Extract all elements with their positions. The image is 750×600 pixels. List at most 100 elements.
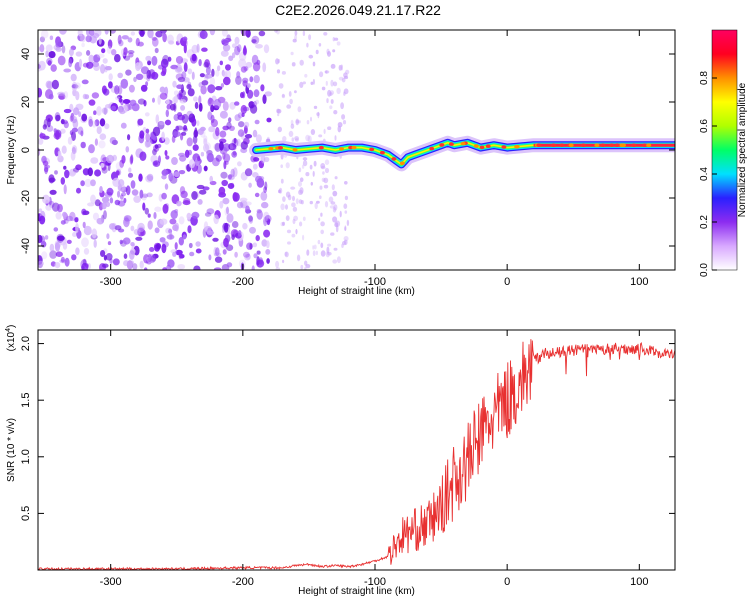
noise-blob — [207, 97, 214, 107]
noise-blob — [159, 92, 168, 100]
noise-blob — [39, 44, 45, 53]
noise-blob — [75, 223, 79, 233]
noise-blob — [295, 228, 298, 235]
signal-peak-blob — [580, 143, 586, 147]
noise-blob — [226, 121, 232, 130]
noise-blob — [75, 103, 84, 111]
noise-blob — [179, 99, 187, 104]
noise-blob — [111, 105, 117, 111]
signal-peak-blob — [351, 145, 357, 150]
noise-blob — [224, 222, 229, 233]
noise-blob — [38, 87, 43, 98]
noise-blob — [305, 264, 311, 269]
noise-blob — [118, 228, 125, 233]
noise-blob — [103, 210, 107, 220]
y-tick-label: 2.0 — [20, 336, 32, 351]
noise-blob — [234, 114, 241, 122]
noise-blob — [104, 65, 108, 73]
noise-blob — [199, 73, 205, 78]
noise-blob — [231, 221, 239, 228]
colorbar-tick-label: 0.0 — [699, 263, 710, 277]
noise-blob — [306, 249, 310, 256]
noise-blob — [182, 234, 187, 240]
noise-blob — [203, 61, 209, 68]
noise-blob — [302, 216, 306, 221]
y-axis-label: Frequency (Hz) — [6, 116, 17, 185]
noise-blob — [251, 39, 257, 44]
noise-blob — [177, 76, 186, 83]
noise-blob — [119, 159, 124, 168]
noise-blob — [182, 127, 188, 132]
noise-blob — [320, 242, 324, 249]
noise-blob — [280, 203, 285, 211]
noise-blob — [54, 242, 61, 252]
noise-blob — [139, 151, 147, 161]
noise-blob — [197, 155, 201, 162]
noise-blob — [240, 30, 249, 36]
noise-blob — [108, 73, 113, 81]
noise-blob — [161, 192, 167, 200]
noise-blob — [313, 105, 318, 109]
noise-blob — [188, 159, 196, 169]
noise-blob — [122, 237, 131, 245]
noise-blob — [176, 84, 184, 89]
noise-blob — [246, 83, 251, 88]
noise-blob — [295, 198, 299, 205]
noise-blob — [86, 50, 91, 56]
noise-blob — [162, 32, 167, 43]
noise-blob — [302, 30, 306, 36]
noise-blob — [317, 239, 321, 245]
noise-blob — [206, 152, 214, 163]
noise-blob — [99, 118, 106, 127]
noise-blob — [189, 251, 195, 257]
noise-blob — [135, 236, 143, 241]
signal-peak-blob — [391, 157, 397, 161]
noise-blob — [159, 86, 166, 93]
noise-blob — [179, 253, 185, 259]
signal-peak-blob — [614, 143, 620, 147]
noise-blob — [252, 242, 258, 248]
noise-blob — [299, 59, 304, 66]
noise-blob — [265, 249, 271, 255]
noise-blob — [125, 185, 131, 196]
noise-blob — [135, 37, 140, 47]
noise-blob — [88, 99, 96, 106]
noise-blob — [222, 44, 231, 52]
noise-blob — [83, 225, 92, 236]
noise-blob — [228, 174, 232, 180]
signal-peak-blob — [473, 144, 479, 148]
noise-blob — [324, 167, 330, 174]
x-tick-label: -100 — [364, 576, 386, 588]
noise-blob — [244, 254, 251, 261]
noise-blob — [130, 260, 135, 267]
noise-blob — [321, 86, 326, 91]
noise-blob — [104, 123, 110, 130]
noise-blob — [180, 132, 184, 141]
noise-blob — [318, 43, 322, 47]
noise-blob — [208, 84, 214, 94]
noise-blob — [68, 48, 74, 57]
noise-blob — [249, 76, 254, 83]
noise-blob — [302, 234, 305, 241]
noise-blob — [219, 141, 224, 151]
noise-blob — [38, 46, 41, 52]
noise-blob — [161, 169, 169, 176]
noise-blob — [169, 218, 177, 225]
noise-blob — [87, 167, 94, 177]
noise-blob — [147, 30, 154, 39]
noise-blob — [226, 213, 234, 223]
noise-blob — [203, 221, 209, 232]
noise-blob — [254, 119, 260, 125]
noise-blob — [101, 48, 106, 54]
noise-blob — [120, 186, 128, 193]
colorbar-tick-label: 0.4 — [699, 167, 710, 181]
noise-blob — [184, 149, 190, 158]
noise-blob — [151, 36, 157, 41]
noise-blob — [147, 60, 152, 66]
noise-blob — [127, 134, 131, 141]
noise-blob — [244, 134, 253, 139]
noise-blob — [38, 234, 43, 244]
noise-blob — [174, 209, 179, 214]
noise-blob — [161, 131, 165, 142]
noise-blob — [198, 59, 202, 67]
